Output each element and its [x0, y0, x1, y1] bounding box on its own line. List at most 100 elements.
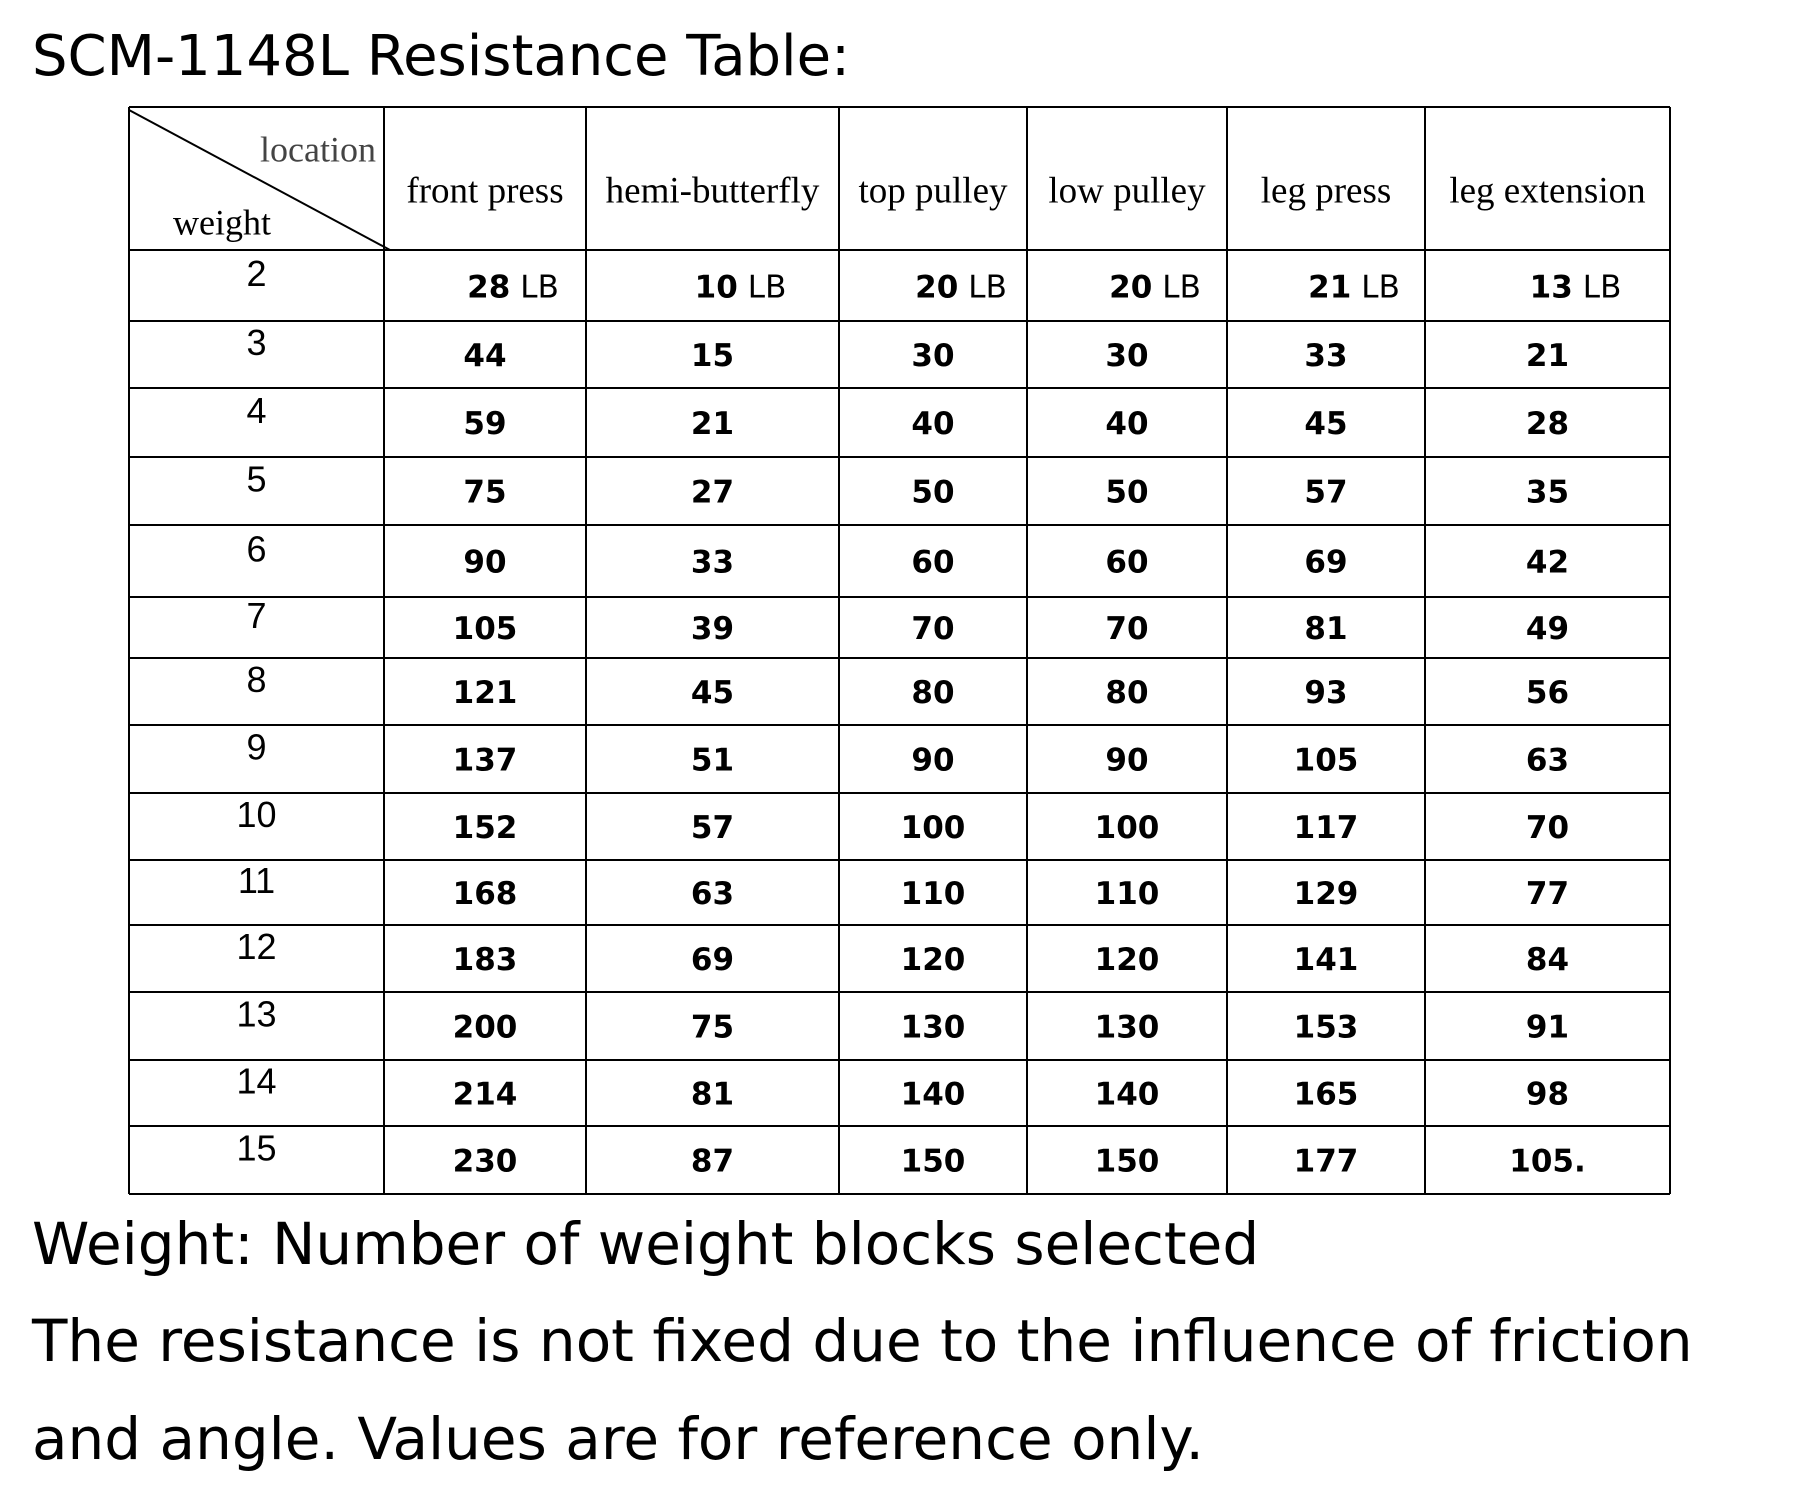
cell-value: 153: [1294, 1010, 1359, 1046]
cell-value: 105.: [1509, 1144, 1586, 1180]
cell-value: 87: [691, 1144, 734, 1180]
cell-value: 141: [1294, 942, 1359, 978]
row-weight: 11: [238, 860, 275, 901]
cell-value: 70: [1105, 611, 1148, 647]
cell-value: 51: [691, 743, 734, 779]
cell-value: 10 LB: [695, 269, 787, 305]
column-header: front press: [406, 170, 563, 211]
note-line: The resistance is not fixed due to the i…: [31, 1307, 1693, 1375]
row-weight: 6: [246, 529, 266, 570]
cell-value: 105: [1294, 743, 1359, 779]
cell-value: 49: [1526, 611, 1569, 647]
cell-value: 121: [453, 675, 518, 711]
cell-value: 200: [453, 1010, 518, 1046]
cell-value: 21 LB: [1308, 269, 1400, 305]
cell-value: 120: [901, 942, 966, 978]
cell-value: 33: [691, 545, 734, 581]
cell-value: 90: [1105, 743, 1148, 779]
cell-value: 27: [691, 475, 734, 511]
note-line: Weight: Number of weight blocks selected: [32, 1210, 1259, 1278]
cell-value: 110: [1095, 876, 1160, 912]
cell-value: 50: [911, 475, 954, 511]
row-weight: 9: [246, 727, 266, 768]
cell-unit: LB: [1361, 269, 1400, 305]
cell-value: 165: [1294, 1077, 1359, 1113]
row-weight: 12: [236, 926, 276, 967]
cell-value: 40: [911, 406, 954, 442]
cell-value: 81: [691, 1077, 734, 1113]
cell-value: 69: [1304, 545, 1347, 581]
cell-value: 28 LB: [467, 269, 559, 305]
cell-value: 50: [1105, 475, 1148, 511]
cell-value: 57: [691, 810, 734, 846]
cell-unit: LB: [1162, 269, 1201, 305]
cell-value: 91: [1526, 1010, 1569, 1046]
row-weight: 13: [236, 994, 276, 1035]
cell-value: 63: [1526, 743, 1569, 779]
cell-value: 129: [1294, 876, 1359, 912]
cell-value: 80: [911, 675, 954, 711]
cell-value: 177: [1294, 1144, 1359, 1180]
row-weight: 15: [236, 1128, 276, 1169]
cell-value: 60: [911, 545, 954, 581]
cell-value: 110: [901, 876, 966, 912]
cell-value: 105: [453, 611, 518, 647]
cell-value: 33: [1304, 338, 1347, 374]
cell-value: 59: [463, 406, 506, 442]
cell-value: 75: [463, 475, 506, 511]
row-weight: 4: [246, 390, 266, 431]
row-weight: 3: [246, 322, 266, 363]
cell-value: 45: [691, 675, 734, 711]
cell-value: 168: [453, 876, 518, 912]
row-weight: 14: [236, 1061, 276, 1102]
cell-number: 20: [915, 269, 958, 305]
cell-value: 81: [1304, 611, 1347, 647]
cell-value: 150: [1095, 1144, 1160, 1180]
cell-value: 75: [691, 1010, 734, 1046]
column-header: leg extension: [1449, 170, 1645, 211]
column-header: low pulley: [1048, 170, 1206, 211]
cell-value: 70: [1526, 810, 1569, 846]
cell-value: 117: [1294, 810, 1359, 846]
cell-value: 120: [1095, 942, 1160, 978]
cell-value: 28: [1526, 406, 1569, 442]
cell-value: 140: [901, 1077, 966, 1113]
cell-value: 137: [453, 743, 518, 779]
cell-value: 20 LB: [1109, 269, 1201, 305]
cell-value: 13 LB: [1530, 269, 1622, 305]
cell-value: 93: [1304, 675, 1347, 711]
row-weight: 5: [246, 459, 266, 500]
cell-value: 15: [691, 338, 734, 374]
cell-unit: LB: [1583, 269, 1622, 305]
cell-value: 100: [1095, 810, 1160, 846]
cell-value: 77: [1526, 876, 1569, 912]
cell-value: 30: [911, 338, 954, 374]
cell-value: 30: [1105, 338, 1148, 374]
cell-value: 230: [453, 1144, 518, 1180]
cell-value: 100: [901, 810, 966, 846]
column-header: leg press: [1261, 170, 1392, 211]
cell-number: 21: [1308, 269, 1351, 305]
cell-value: 130: [1095, 1010, 1160, 1046]
cell-value: 70: [911, 611, 954, 647]
cell-value: 63: [691, 876, 734, 912]
title: SCM-1148L Resistance Table:: [32, 24, 850, 89]
cell-value: 42: [1526, 545, 1569, 581]
cell-value: 44: [463, 338, 506, 374]
row-weight: 10: [236, 794, 276, 835]
cell-value: 20 LB: [915, 269, 1007, 305]
cell-value: 21: [1526, 338, 1569, 374]
row-weight: 8: [246, 659, 266, 700]
cell-value: 130: [901, 1010, 966, 1046]
cell-value: 60: [1105, 545, 1148, 581]
cell-value: 45: [1304, 406, 1347, 442]
cell-value: 90: [463, 545, 506, 581]
cell-number: 20: [1109, 269, 1152, 305]
cell-value: 84: [1526, 942, 1569, 978]
row-weight: 2: [246, 253, 266, 294]
cell-value: 150: [901, 1144, 966, 1180]
cell-value: 90: [911, 743, 954, 779]
note-line: and angle. Values are for reference only…: [32, 1405, 1204, 1473]
cell-value: 56: [1526, 675, 1569, 711]
